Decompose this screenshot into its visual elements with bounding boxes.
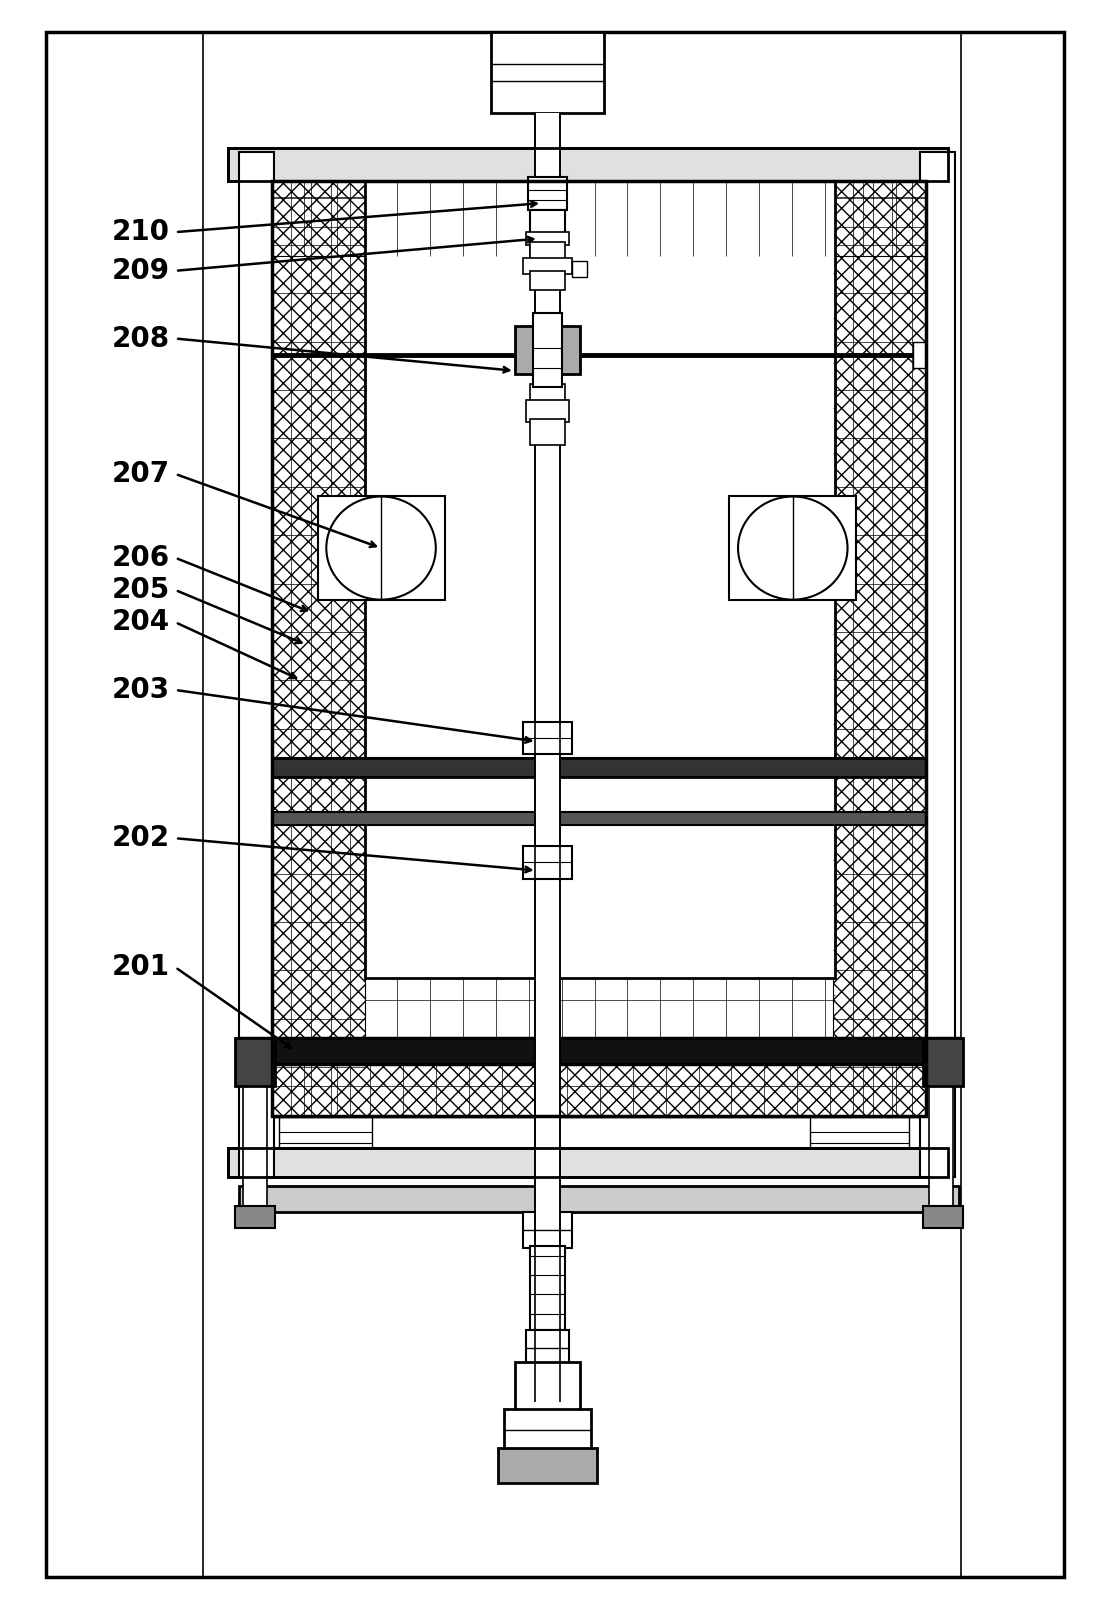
Bar (235, 1038, 275, 1086)
Bar (535, 113, 560, 1402)
Bar (498, 1448, 597, 1483)
Bar (526, 400, 569, 422)
Bar (228, 148, 948, 181)
Bar (523, 258, 572, 274)
Bar (530, 1246, 565, 1330)
Bar (526, 232, 569, 245)
Text: 201: 201 (112, 953, 170, 982)
Bar (272, 812, 926, 825)
Text: 205: 205 (112, 575, 170, 604)
Bar (530, 210, 565, 235)
Bar (239, 1038, 959, 1064)
Bar (530, 271, 565, 290)
Text: 207: 207 (112, 459, 170, 488)
Bar (239, 1186, 959, 1212)
Bar (235, 1206, 275, 1228)
Bar (572, 261, 587, 277)
Bar (528, 177, 567, 210)
Bar (929, 1064, 953, 1212)
Bar (923, 1038, 963, 1086)
Bar (729, 496, 856, 600)
Bar (318, 496, 445, 600)
Bar (533, 313, 562, 387)
Text: 209: 209 (112, 256, 170, 285)
Bar (913, 342, 926, 368)
Bar (515, 1362, 580, 1410)
Bar (243, 1064, 267, 1212)
Bar (228, 1148, 948, 1177)
Bar (833, 181, 926, 1116)
Bar (530, 384, 565, 403)
Bar (272, 181, 365, 1116)
Text: 203: 203 (112, 675, 170, 704)
Bar (523, 722, 572, 754)
Bar (526, 1330, 569, 1365)
Text: 204: 204 (112, 608, 170, 637)
Bar (523, 846, 572, 879)
Text: 202: 202 (112, 824, 170, 853)
Bar (491, 32, 604, 113)
Text: 206: 206 (112, 543, 170, 572)
Bar (515, 326, 580, 374)
Bar (239, 152, 274, 1177)
Bar (272, 181, 926, 1116)
Bar (530, 419, 565, 445)
Bar (272, 181, 926, 256)
Bar (535, 113, 560, 1402)
Bar (272, 758, 926, 777)
Bar (920, 152, 955, 1177)
Bar (272, 1040, 926, 1116)
Bar (272, 181, 926, 1116)
Bar (923, 1206, 963, 1228)
Bar (228, 1148, 948, 1177)
Text: 210: 210 (112, 218, 170, 247)
Text: 208: 208 (112, 324, 170, 353)
Bar (530, 242, 565, 261)
Bar (523, 1212, 572, 1248)
Bar (365, 181, 835, 978)
Bar (504, 1409, 591, 1451)
Bar (228, 148, 948, 181)
